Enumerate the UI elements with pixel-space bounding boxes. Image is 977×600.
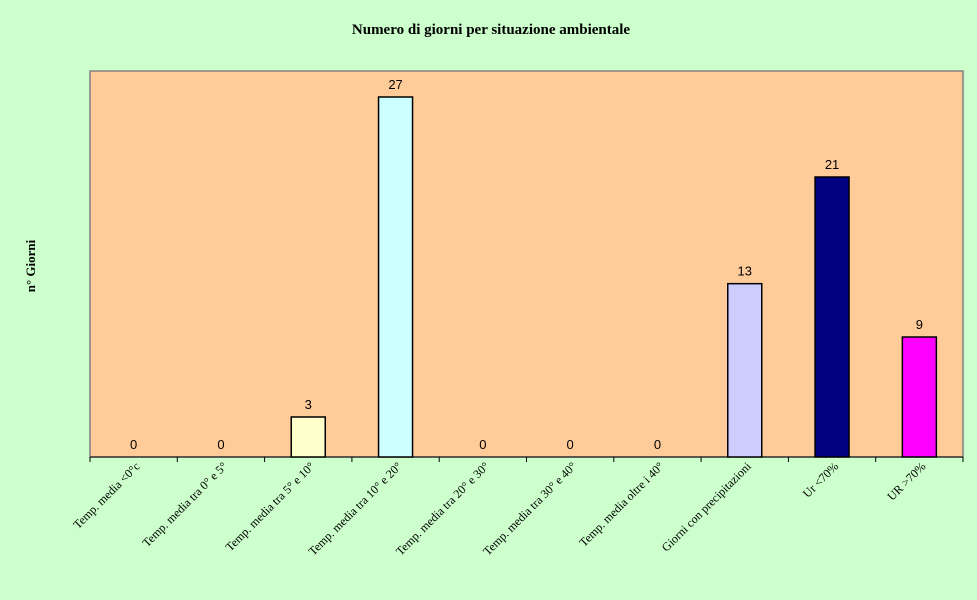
data-label: 9 xyxy=(916,317,923,332)
y-axis-label: n° Giorni xyxy=(23,239,38,292)
x-tick-label: Temp. media tra 30° e 40° xyxy=(480,459,579,558)
bar xyxy=(727,282,763,458)
x-tick-label: Temp. media <0°c xyxy=(70,459,142,531)
x-tick-label: Temp. media tra 10° e 20° xyxy=(306,459,405,558)
data-label: 0 xyxy=(217,437,224,452)
x-tick-label: Ur <70% xyxy=(800,459,841,500)
x-tick-label: Giorni con precipitazioni xyxy=(659,459,755,555)
data-label: 13 xyxy=(738,264,752,279)
bar xyxy=(377,96,414,458)
bar xyxy=(290,416,326,458)
data-label: 3 xyxy=(305,397,312,412)
x-tick-label: UR >70% xyxy=(884,459,928,503)
data-label: 0 xyxy=(567,437,574,452)
bar xyxy=(814,176,850,458)
data-label: 0 xyxy=(130,437,137,452)
x-tick-label: Temp. media tra 20° e 30° xyxy=(393,459,492,558)
chart-title: Numero di giorni per situazione ambienta… xyxy=(352,22,631,38)
data-label: 0 xyxy=(479,437,486,452)
x-tick-label: Temp. media tra 5° e 10° xyxy=(223,459,318,554)
data-label: 21 xyxy=(825,157,839,172)
bars-group xyxy=(290,96,938,458)
x-tick-label: Temp. media tra 0° e 5° xyxy=(140,459,231,550)
bar xyxy=(901,336,938,458)
x-ticks-group xyxy=(89,457,964,462)
data-label: 27 xyxy=(388,77,402,92)
data-label: 0 xyxy=(654,437,661,452)
x-tick-label: Temp. media oltre i 40° xyxy=(576,459,666,549)
